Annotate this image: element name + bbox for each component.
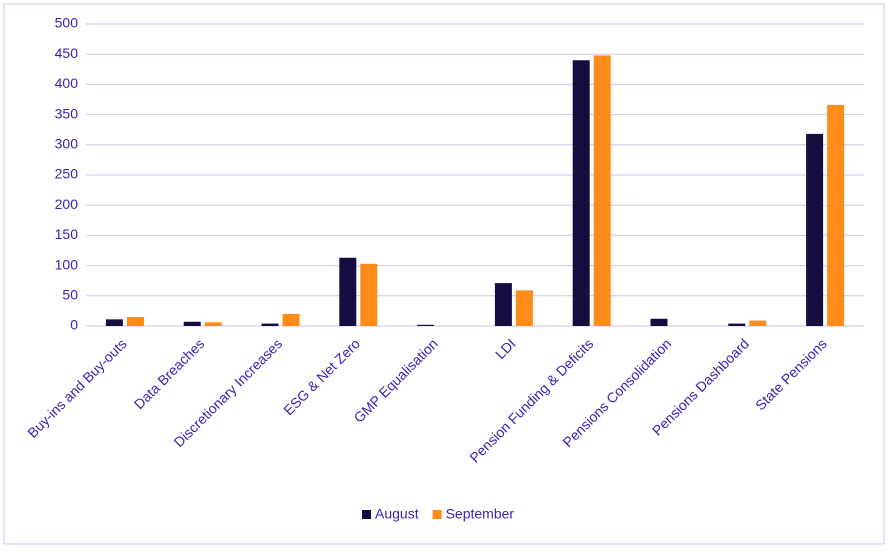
y-tick-label: 100: [55, 256, 79, 272]
y-tick-label: 350: [55, 105, 79, 121]
bar: [261, 323, 279, 326]
y-tick-label: 150: [55, 226, 79, 242]
bar: [749, 320, 767, 326]
bar: [282, 313, 300, 326]
bar: [360, 263, 378, 326]
bar: [183, 321, 201, 326]
bar: [515, 290, 533, 326]
bar: [728, 323, 746, 326]
bar: [827, 104, 845, 326]
bar: [494, 283, 512, 326]
legend-swatch: [432, 510, 442, 519]
bar: [339, 257, 357, 326]
chart-border: [3, 3, 885, 545]
bar: [593, 55, 611, 327]
y-tick-label: 250: [55, 166, 79, 182]
bar: [105, 319, 123, 326]
legend-label: September: [446, 506, 515, 522]
bar: [806, 133, 824, 326]
y-tick-label: 50: [62, 287, 78, 303]
bar: [650, 318, 668, 326]
y-tick-label: 500: [55, 15, 79, 31]
legend-swatch: [362, 510, 371, 519]
y-tick-label: 0: [70, 317, 78, 333]
legend-label: August: [375, 506, 419, 522]
bar: [572, 60, 590, 327]
y-tick-label: 450: [55, 45, 79, 61]
y-tick-label: 300: [55, 136, 79, 152]
y-tick-label: 200: [55, 196, 79, 212]
y-tick-label: 400: [55, 75, 79, 91]
bar: [126, 316, 144, 326]
bar: [204, 322, 222, 326]
bar: [417, 324, 435, 326]
